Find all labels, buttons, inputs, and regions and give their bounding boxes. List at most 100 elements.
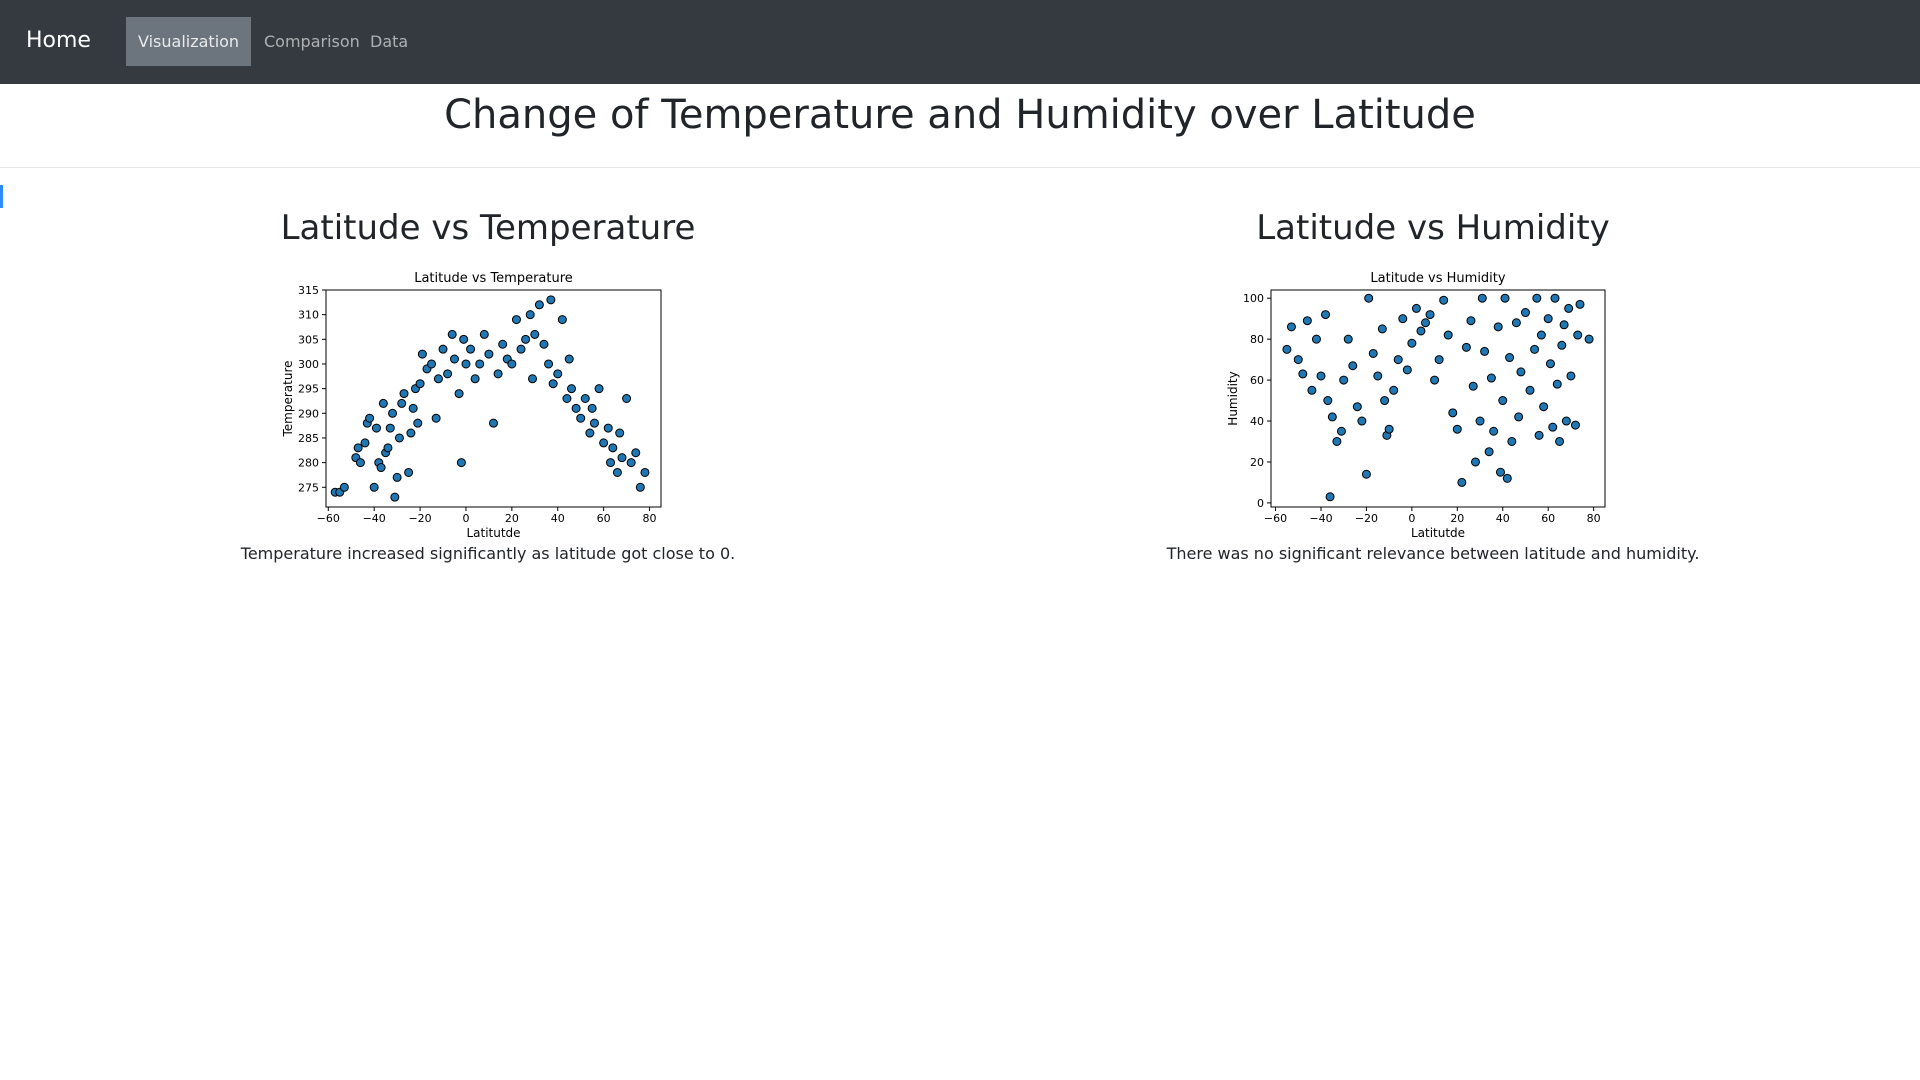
point: [1505, 353, 1515, 363]
point: [479, 329, 489, 339]
point: [1484, 447, 1494, 457]
caption: There was no significant relevance betwe…: [1166, 544, 1700, 563]
point: [443, 369, 453, 379]
point: [599, 438, 609, 448]
point: [553, 369, 563, 379]
point: [1532, 293, 1542, 303]
point: [615, 428, 625, 438]
point: [399, 389, 409, 399]
point: [1457, 477, 1467, 487]
point: [408, 403, 418, 413]
point: [489, 418, 498, 428]
point: [1520, 308, 1530, 318]
y-axis-label: Temperature: [281, 360, 295, 437]
y-tick-label: 285: [298, 432, 319, 445]
point: [1489, 426, 1499, 436]
point: [539, 339, 549, 349]
y-tick-label: 305: [298, 333, 319, 346]
point: [406, 428, 416, 438]
point: [557, 315, 567, 325]
point: [454, 389, 464, 399]
point: [413, 418, 423, 428]
point: [1550, 293, 1560, 303]
x-axis-label: Latitutde: [1411, 526, 1465, 540]
point: [1323, 396, 1333, 406]
point: [507, 359, 517, 369]
point: [587, 403, 597, 413]
point: [1316, 371, 1326, 381]
plot-frame: [1270, 289, 1606, 508]
divider: [0, 167, 1920, 168]
point: [447, 329, 457, 339]
nav-item[interactable]: Comparison: [264, 32, 360, 51]
point: [1434, 355, 1444, 365]
plot-frame: [325, 289, 662, 508]
point: [521, 334, 531, 344]
point: [1539, 402, 1549, 412]
point: [397, 398, 407, 408]
point: [456, 458, 466, 468]
nav-brand[interactable]: Home: [26, 28, 91, 53]
charts: Latitude vs Temperature Latitutde Temperat…: [281, 271, 1606, 540]
point: [1343, 334, 1353, 344]
point: [1552, 379, 1562, 389]
point: [1502, 473, 1512, 483]
point: [1282, 344, 1292, 354]
point: [1477, 293, 1487, 303]
point: [1448, 408, 1458, 418]
x-tick-label: −40: [363, 512, 386, 525]
point: [466, 344, 476, 354]
point: [562, 394, 572, 403]
x-tick-label: 0: [1408, 512, 1415, 525]
point: [394, 433, 404, 443]
point: [1352, 402, 1362, 412]
point: [1286, 322, 1296, 332]
nav-dropdown[interactable]: Visualization: [126, 17, 251, 94]
point: [548, 379, 558, 389]
point: [376, 463, 386, 473]
x-tick-label: 60: [597, 512, 611, 525]
point: [1377, 324, 1387, 334]
page-title: Change of Temperature and Humidity over …: [444, 92, 1476, 138]
point: [1530, 344, 1540, 354]
point: [484, 349, 494, 359]
point: [427, 359, 437, 369]
point: [606, 458, 616, 468]
nav-item[interactable]: Data: [370, 32, 409, 51]
point: [1555, 436, 1565, 446]
point: [1407, 338, 1417, 348]
point: [1364, 293, 1374, 303]
point: [1493, 322, 1503, 332]
point: [385, 423, 395, 433]
point: [534, 300, 544, 310]
point: [1452, 424, 1462, 434]
point: [1339, 375, 1349, 385]
point: [1525, 385, 1535, 395]
x-tick-label: −20: [1355, 512, 1378, 525]
caption: Temperature increased significantly as l…: [240, 544, 736, 563]
point: [355, 458, 365, 468]
point: [339, 482, 349, 492]
y-tick-label: 40: [1250, 415, 1264, 428]
point: [528, 374, 538, 384]
point: [1373, 371, 1383, 381]
point: [603, 423, 613, 433]
point: [1561, 416, 1571, 426]
y-tick-label: 300: [298, 358, 319, 371]
y-tick-label: 295: [298, 383, 319, 396]
point: [390, 492, 400, 502]
y-tick-label: 315: [298, 284, 319, 297]
point: [530, 329, 540, 339]
point: [1545, 359, 1555, 369]
point: [1534, 430, 1544, 440]
x-tick-label: −20: [408, 512, 431, 525]
y-tick-label: 100: [1243, 292, 1264, 305]
point: [1486, 373, 1496, 383]
point: [576, 413, 586, 423]
y-tick-label: 280: [298, 457, 319, 470]
point: [1495, 467, 1505, 477]
point: [1325, 492, 1335, 502]
chart-title: Latitude vs Humidity: [1370, 271, 1505, 286]
point: [433, 374, 443, 384]
